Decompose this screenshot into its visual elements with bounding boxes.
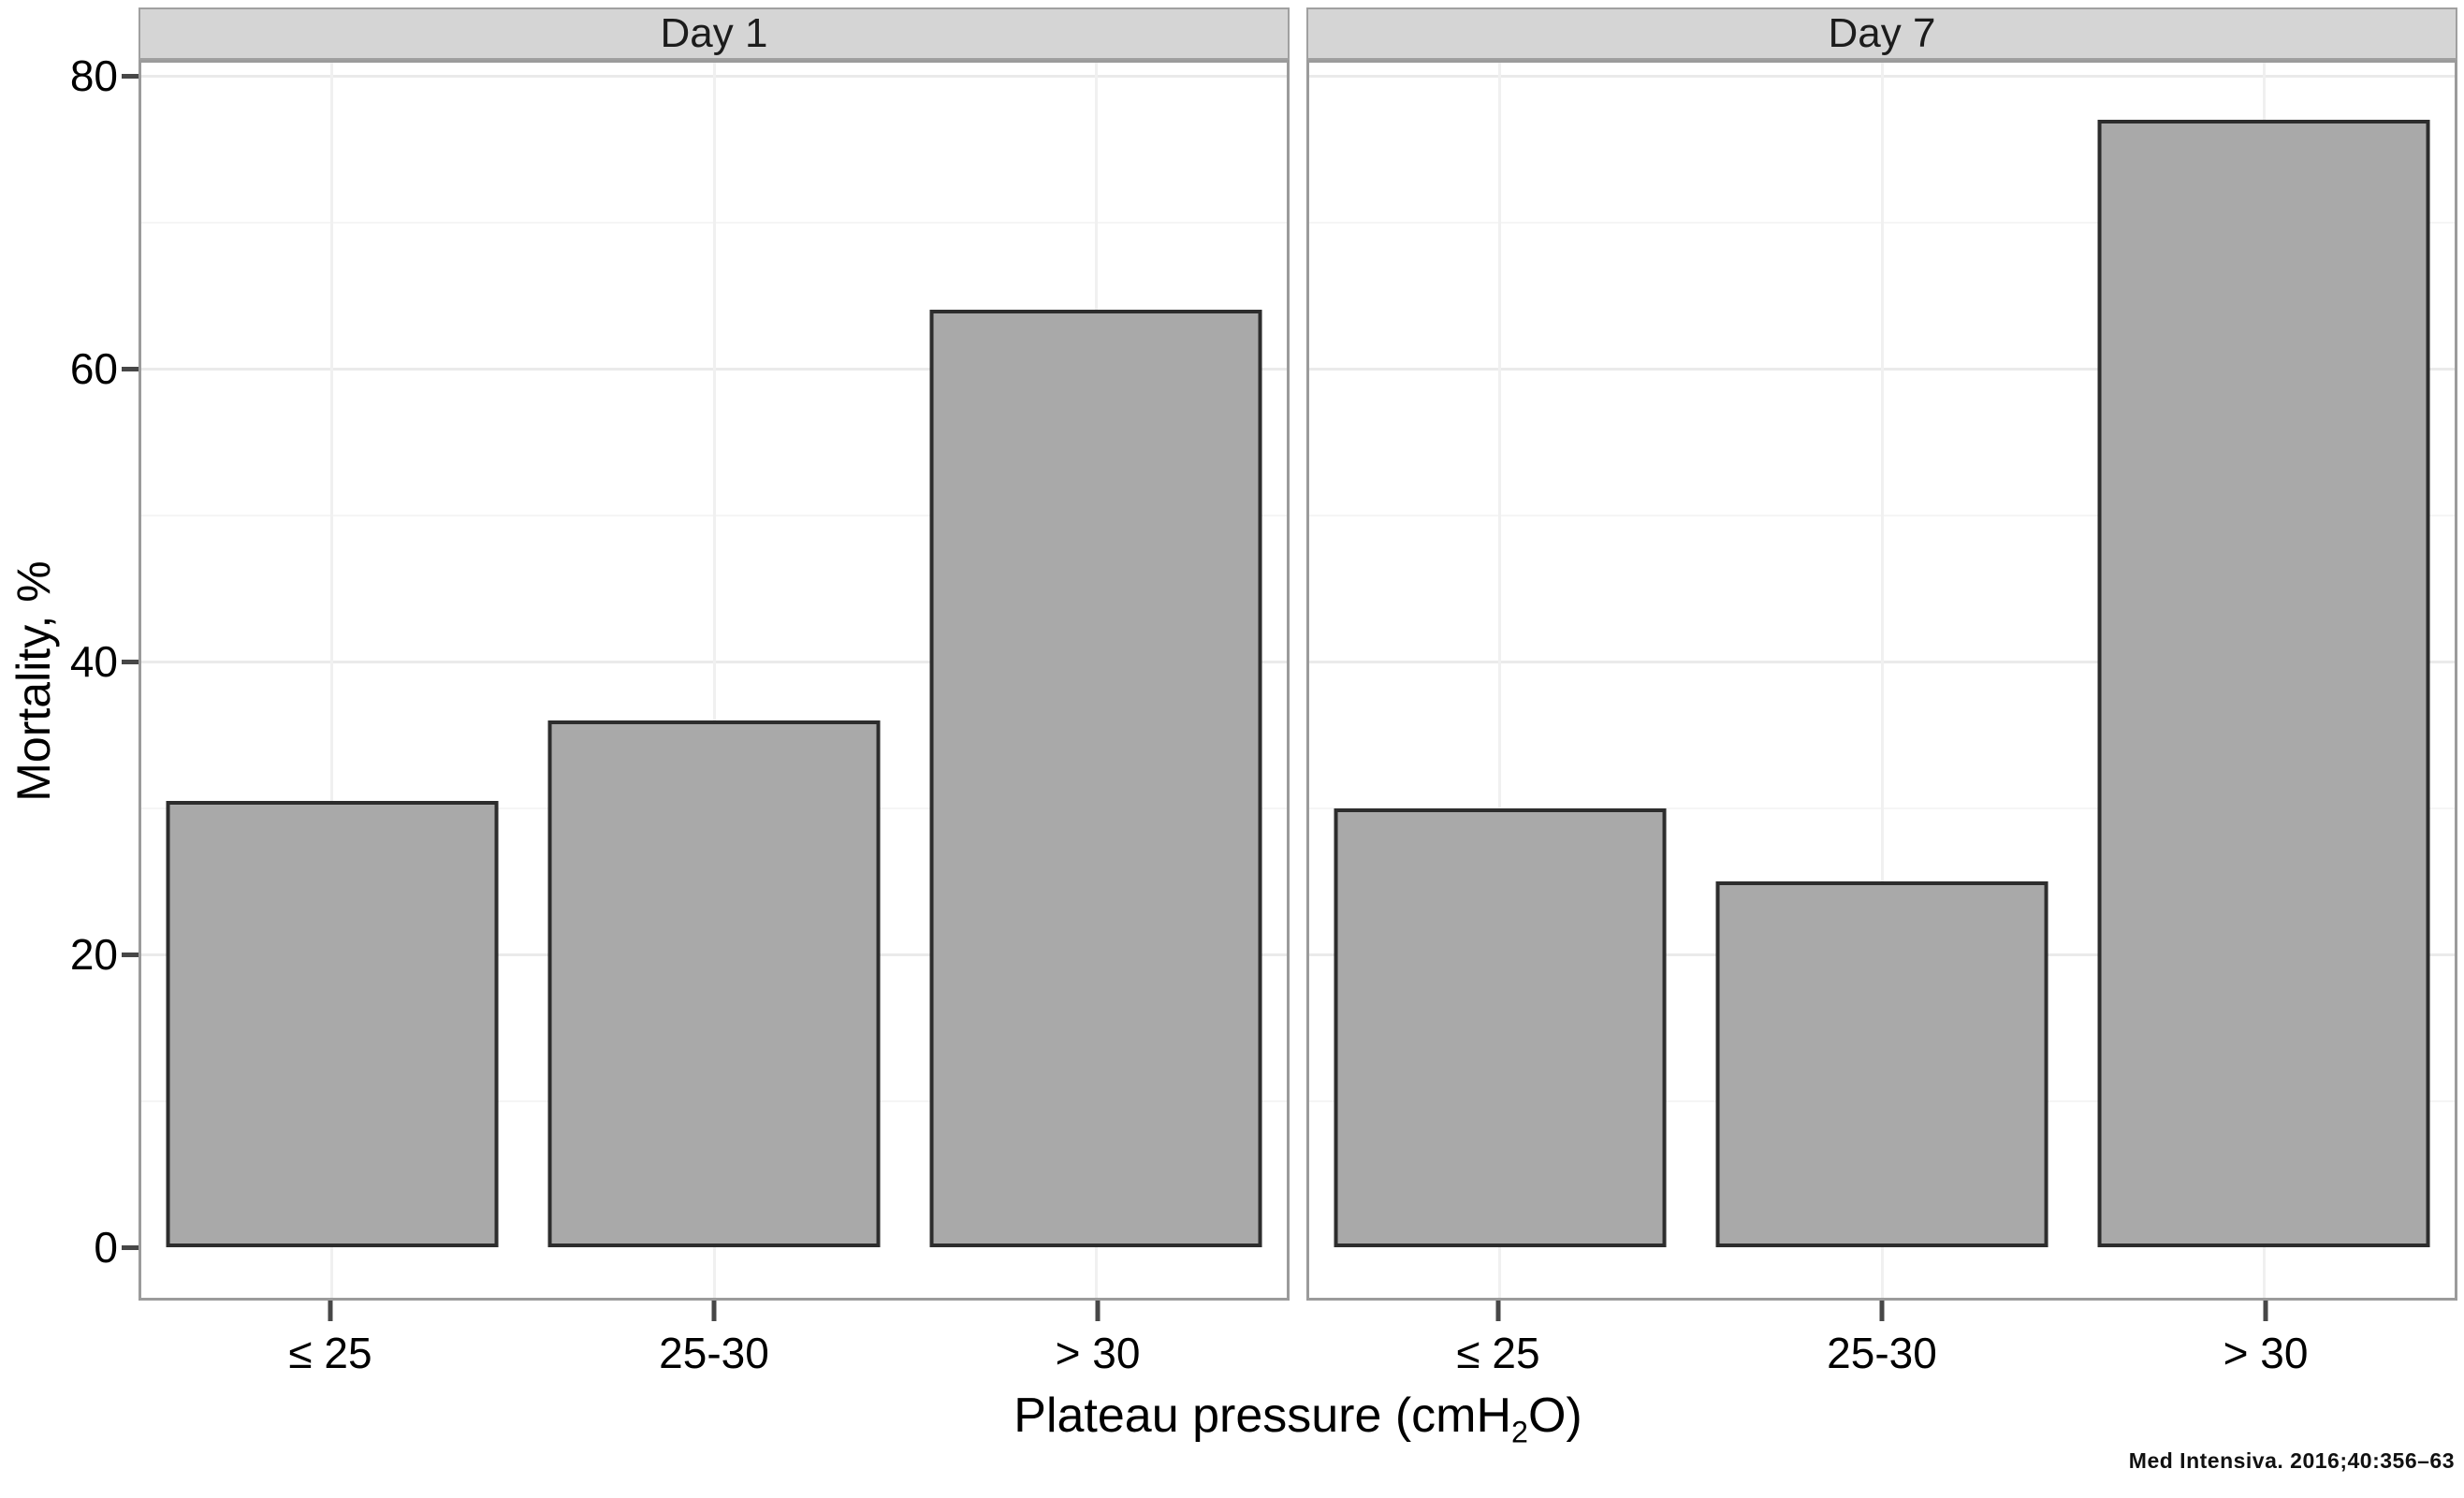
panel-day-7 xyxy=(1306,60,2457,1301)
gridline-v-major xyxy=(1880,63,1884,1298)
gridline-v-major xyxy=(1498,63,1502,1298)
x-axis-tick xyxy=(1879,1301,1885,1321)
x-axis-title: Plateau pressure (cmH2O) xyxy=(139,1388,2457,1449)
gridline-v-major xyxy=(330,63,334,1298)
x-tick-label: > 30 xyxy=(2223,1329,2309,1377)
facet-strip-day-7: Day 7 xyxy=(1306,7,2457,60)
y-axis-tick xyxy=(122,366,139,371)
x-axis-title-subscript: 2 xyxy=(1511,1415,1528,1449)
x-axis-title-text: O) xyxy=(1527,1389,1582,1443)
facet-day-7: Day 7 xyxy=(1306,7,2457,1301)
x-tick-label: ≤ 25 xyxy=(288,1329,372,1377)
facet-strip-day-1: Day 1 xyxy=(139,7,1290,60)
x-axis-tick xyxy=(711,1301,717,1321)
facet-day-1: Day 1 xyxy=(139,7,1290,1301)
y-tick-label: 20 xyxy=(69,930,118,979)
facet-strip-label: Day 7 xyxy=(1828,10,1936,56)
x-tick-label: > 30 xyxy=(1055,1329,1141,1377)
bar xyxy=(1334,807,1667,1247)
y-axis-tick xyxy=(122,952,139,957)
y-axis-tick xyxy=(122,1244,139,1250)
x-axis-title-text: Plateau pressure (cmH xyxy=(1013,1389,1512,1443)
y-tick-label: 0 xyxy=(94,1223,118,1272)
bar xyxy=(166,800,499,1247)
x-tick-label: 25-30 xyxy=(1827,1329,1937,1377)
y-axis-tick xyxy=(122,73,139,79)
y-axis-tick xyxy=(122,659,139,664)
x-axis-tick xyxy=(2263,1301,2268,1321)
gridline-v-major xyxy=(712,63,716,1298)
x-tick-label: ≤ 25 xyxy=(1456,1329,1540,1377)
bar xyxy=(547,720,881,1247)
bar xyxy=(929,310,1262,1247)
source-citation: Med Intensiva. 2016;40:356–63 xyxy=(2128,1448,2455,1473)
bar xyxy=(1715,880,2048,1247)
y-tick-label: 60 xyxy=(69,344,118,393)
y-tick-label: 40 xyxy=(69,637,118,686)
x-tick-label: 25-30 xyxy=(659,1329,769,1377)
x-axis-tick xyxy=(1495,1301,1501,1321)
facet-strip-label: Day 1 xyxy=(660,10,768,56)
y-tick-label: 80 xyxy=(69,51,118,100)
x-axis-tick xyxy=(328,1301,333,1321)
panel-day-1 xyxy=(139,60,1290,1301)
bar xyxy=(2097,119,2430,1247)
x-axis-tick xyxy=(1095,1301,1101,1321)
